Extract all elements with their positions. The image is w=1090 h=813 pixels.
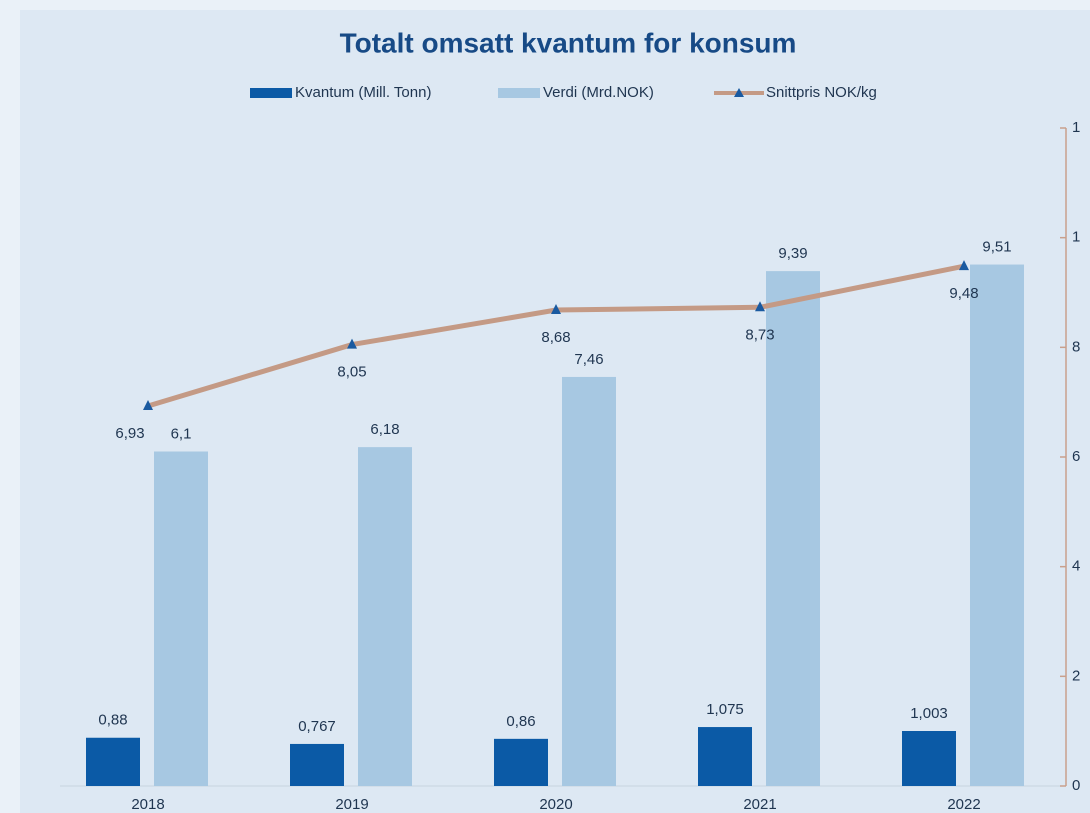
x-tick-label: 2018 (131, 796, 164, 813)
line-value-label: 9,48 (949, 285, 978, 302)
legend-label: Verdi (Mrd.NOK) (543, 84, 654, 101)
x-tick-label: 2020 (539, 796, 572, 813)
bar-value-label: 9,39 (778, 245, 807, 262)
chart-title: Totalt omsatt kvantum for konsum (340, 27, 797, 58)
bar-value-label: 0,88 (98, 712, 127, 729)
line-marker (551, 304, 561, 315)
bar-value-label: 0,86 (506, 713, 535, 730)
bar (358, 447, 412, 786)
bar (562, 376, 616, 786)
y-tick-label: 6 (1072, 448, 1080, 465)
legend-swatch (498, 88, 540, 98)
bar (290, 743, 344, 786)
y-tick-label: 4 (1072, 558, 1080, 575)
x-tick-label: 2019 (335, 796, 368, 813)
y-tick-label: 0 (1072, 777, 1080, 794)
legend-marker (734, 88, 744, 97)
y-tick-label: 1 (1072, 229, 1080, 246)
bar-value-label: 6,18 (370, 421, 399, 438)
line-marker (347, 338, 357, 349)
line-marker (143, 400, 153, 411)
bar-value-label: 7,46 (574, 351, 603, 368)
line-marker (959, 260, 969, 271)
y-tick-label: 8 (1072, 338, 1080, 355)
bar (766, 271, 820, 786)
line-value-label: 8,05 (337, 364, 366, 381)
bar (698, 727, 752, 786)
line-value-label: 8,73 (745, 326, 774, 343)
bar-value-label: 1,075 (706, 701, 744, 718)
line-value-label: 6,93 (115, 425, 144, 442)
x-tick-label: 2021 (743, 796, 776, 813)
y-tick-label: 1 (1072, 119, 1080, 136)
bar (970, 264, 1024, 786)
bar (494, 738, 548, 786)
line-marker (755, 301, 765, 312)
bar-value-label: 0,767 (298, 718, 336, 735)
bar-value-label: 6,1 (171, 425, 192, 442)
bar-value-label: 9,51 (982, 239, 1011, 256)
legend-label: Snittpris NOK/kg (766, 84, 877, 101)
legend-label: Kvantum (Mill. Tonn) (295, 84, 431, 101)
y-tick-label: 2 (1072, 667, 1080, 684)
legend-swatch (250, 88, 292, 98)
x-tick-label: 2022 (947, 796, 980, 813)
bar (902, 731, 956, 786)
bar (154, 451, 208, 786)
bar (86, 737, 140, 786)
bar-value-label: 1,003 (910, 705, 948, 722)
line-value-label: 8,68 (541, 329, 570, 346)
